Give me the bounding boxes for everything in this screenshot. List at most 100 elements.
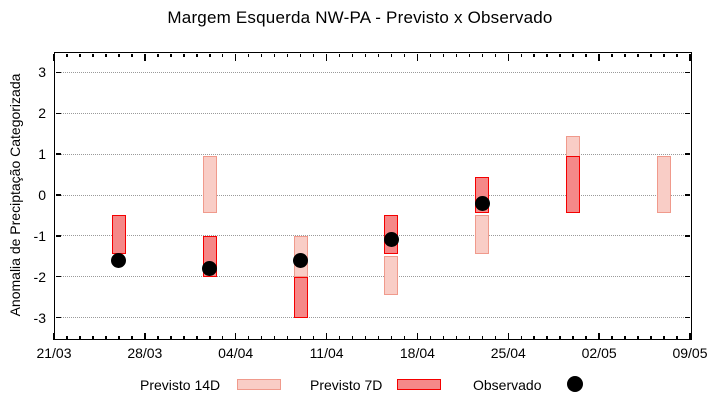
x-axis-tick <box>559 53 561 57</box>
legend-swatch-previsto-7d <box>397 379 441 390</box>
forecast-7d-range-bar <box>566 156 581 214</box>
x-axis-tick <box>468 336 471 340</box>
y-axis-tick <box>685 112 690 115</box>
gridline <box>56 317 686 319</box>
y-axis-tick <box>55 194 61 196</box>
x-tick-label: 21/03 <box>36 345 72 361</box>
x-axis-tick <box>170 336 172 340</box>
x-axis-tick <box>546 53 548 57</box>
x-axis-tick <box>234 332 237 340</box>
observed-data-point-dot <box>383 232 399 248</box>
observed-data-point-dot <box>202 261 218 277</box>
forecast-7d-range-bar <box>293 276 308 318</box>
x-axis-tick <box>663 53 665 57</box>
x-axis-tick <box>92 336 94 340</box>
forecast-7d-range-bar <box>111 215 126 255</box>
x-axis-tick <box>494 336 497 340</box>
x-axis-tick <box>650 336 652 340</box>
x-axis-tick <box>676 336 678 340</box>
x-axis-tick <box>66 53 68 57</box>
x-axis-tick <box>196 336 198 340</box>
x-axis-tick <box>429 336 432 340</box>
x-tick-label: 11/04 <box>309 345 344 361</box>
x-axis-tick <box>325 53 328 61</box>
legend-label-previsto-7d: Previsto 7D <box>310 377 383 393</box>
x-axis-tick <box>351 336 354 340</box>
x-tick-label: 18/04 <box>399 345 435 361</box>
x-axis-tick <box>520 336 522 340</box>
x-axis-tick <box>559 336 561 340</box>
x-axis-tick <box>442 53 445 57</box>
x-axis-tick <box>118 53 120 57</box>
x-axis-tick <box>364 336 367 340</box>
x-axis-tick <box>676 53 678 57</box>
y-tick-label: 1 <box>38 146 46 163</box>
x-axis-tick <box>416 332 419 340</box>
y-tick-label: 3 <box>38 64 46 81</box>
x-axis-tick <box>131 336 133 340</box>
observed-data-point-dot <box>293 252 309 268</box>
gridline <box>56 276 686 278</box>
y-axis-tick <box>685 316 690 319</box>
y-axis-tick <box>685 235 690 237</box>
x-axis-tick <box>377 336 380 340</box>
x-axis-tick <box>507 332 510 340</box>
x-axis-tick <box>338 53 341 57</box>
x-axis-tick <box>442 336 445 340</box>
x-axis-tick <box>79 336 81 340</box>
x-axis-tick <box>79 53 81 57</box>
x-axis-tick <box>416 53 419 61</box>
gridline <box>56 194 686 196</box>
x-axis-tick <box>221 336 224 340</box>
x-axis-tick <box>144 332 146 340</box>
legend-swatch-previsto-14d <box>237 379 281 390</box>
x-axis-tick <box>53 332 55 340</box>
x-axis-tick <box>390 336 393 340</box>
y-axis-tick <box>55 112 61 115</box>
x-axis-tick <box>377 53 380 57</box>
x-axis-tick <box>286 336 289 340</box>
legend-label-observado: Observado <box>473 377 542 393</box>
x-axis-tick <box>209 53 211 57</box>
y-axis-tick <box>55 71 61 74</box>
y-axis-tick <box>685 194 690 196</box>
y-tick-label: -3 <box>33 309 46 326</box>
x-axis-tick <box>196 53 198 57</box>
x-axis-tick <box>650 53 652 57</box>
x-axis-tick <box>455 53 458 57</box>
x-axis-tick <box>157 336 159 340</box>
x-axis-tick <box>325 332 328 340</box>
chart-title: Margem Esquerda NW-PA - Previsto x Obser… <box>167 8 553 27</box>
x-axis-tick <box>689 332 691 340</box>
legend-label-previsto-14d: Previsto 14D <box>140 377 221 393</box>
x-axis-tick <box>390 53 393 57</box>
x-axis-tick <box>507 53 510 61</box>
x-axis-tick <box>170 53 172 57</box>
y-axis-tick <box>685 275 690 278</box>
x-axis-tick <box>611 336 613 340</box>
x-axis-tick <box>273 53 276 57</box>
gridline <box>56 235 686 237</box>
x-axis-tick <box>624 53 626 57</box>
observed-data-point-dot <box>111 252 127 268</box>
x-axis-tick <box>260 53 263 57</box>
x-axis-tick <box>481 336 484 340</box>
gridline <box>56 153 686 155</box>
y-axis-tick <box>685 71 690 74</box>
y-axis-tick <box>55 275 61 278</box>
forecast-14d-range-bar <box>202 156 217 214</box>
x-axis-tick <box>105 336 107 340</box>
x-axis-tick <box>611 53 613 57</box>
x-axis-tick <box>105 53 107 57</box>
x-axis-tick <box>585 336 587 340</box>
x-axis-tick <box>338 336 341 340</box>
x-axis-tick <box>533 336 535 340</box>
y-tick-label: 0 <box>38 187 46 203</box>
x-axis-tick <box>429 53 432 57</box>
x-axis-tick <box>637 336 639 340</box>
y-tick-label: 2 <box>38 105 46 122</box>
forecast-14d-range-bar <box>657 156 672 214</box>
x-axis-tick <box>598 53 600 61</box>
x-axis-tick <box>183 336 185 340</box>
